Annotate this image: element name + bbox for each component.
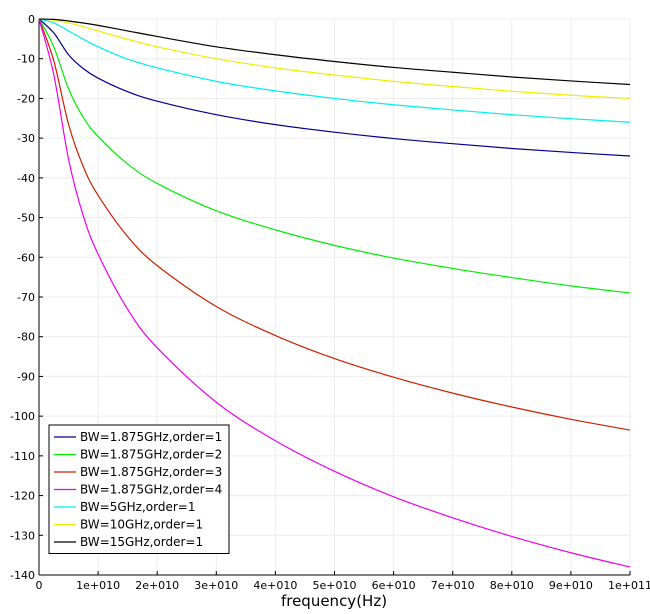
y-tick-label: -50 <box>17 212 35 225</box>
legend-label-1: BW=1.875GHz,order=1 <box>80 430 222 444</box>
y-tick-label: -120 <box>10 490 35 503</box>
series-line-5 <box>38 18 631 123</box>
x-tick-label: 9e+010 <box>549 579 593 592</box>
series-line-3 <box>38 18 631 431</box>
x-tick-label: 0 <box>36 579 43 592</box>
legend-box <box>48 424 230 554</box>
series-lines <box>38 18 631 568</box>
x-tick-label: 4e+010 <box>253 579 297 592</box>
legend: BW=1.875GHz,order=1 BW=1.875GHz,order=2 BW… <box>48 424 230 554</box>
y-tick-label: -130 <box>10 529 35 542</box>
series-line-6 <box>38 18 631 100</box>
y-tick-label: -60 <box>17 251 35 264</box>
y-tick-label: -90 <box>17 370 35 383</box>
x-tick-label: 2e+010 <box>135 579 179 592</box>
legend-label-2: BW=1.875GHz,order=2 <box>80 448 222 462</box>
legend-label-5: BW=5GHz,order=1 <box>80 500 195 514</box>
y-tick-label: -140 <box>10 569 35 582</box>
x-tick-label: 8e+010 <box>490 579 534 592</box>
x-axis-ticks: 0 1e+010 2e+010 3e+010 4e+010 5e+010 6e+010 7e+… <box>36 571 650 592</box>
y-tick-label: -40 <box>17 172 35 185</box>
x-tick-label: 5e+010 <box>313 579 357 592</box>
x-tick-label: 7e+010 <box>431 579 475 592</box>
y-tick-label: 0 <box>28 13 35 26</box>
legend-label-3: BW=1.875GHz,order=3 <box>80 465 222 479</box>
x-tick-label: 3e+010 <box>194 579 238 592</box>
x-tick-label: 1e+011 <box>608 579 650 592</box>
y-tick-label: -30 <box>17 132 35 145</box>
y-tick-label: -80 <box>17 331 35 344</box>
y-tick-label: -100 <box>10 410 35 423</box>
y-axis-ticks: 0 -10 -20 -30 -40 -50 -60 -70 -80 -90 -100 -110 -120… <box>10 13 43 582</box>
series-line-4 <box>38 18 631 568</box>
series-line-7 <box>38 18 631 86</box>
series-line-1 <box>38 18 631 157</box>
legend-label-6: BW=10GHz,order=1 <box>80 518 203 532</box>
y-tick-label: -70 <box>17 291 35 304</box>
x-tick-label: 1e+010 <box>76 579 120 592</box>
legend-label-7: BW=15GHz,order=1 <box>80 535 203 549</box>
x-axis-title: frequency(Hz) <box>281 592 387 610</box>
y-tick-label: -10 <box>17 53 35 66</box>
y-tick-label: -20 <box>17 92 35 105</box>
series-line-2 <box>38 18 631 294</box>
y-tick-label: -110 <box>10 450 35 463</box>
x-tick-label: 6e+010 <box>372 579 416 592</box>
legend-label-4: BW=1.875GHz,order=4 <box>80 483 222 497</box>
